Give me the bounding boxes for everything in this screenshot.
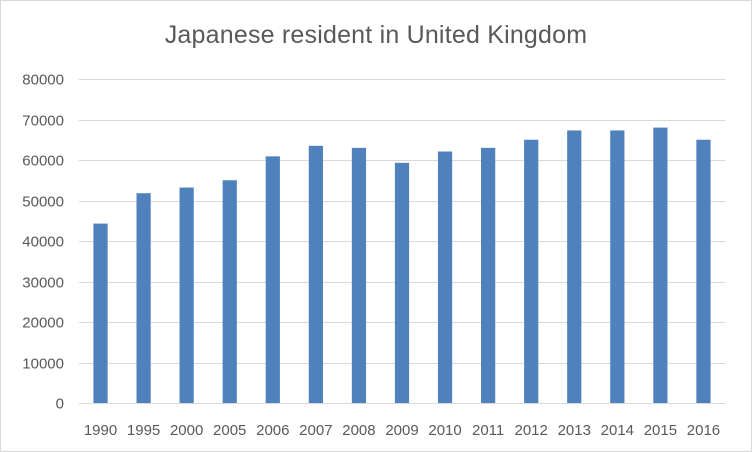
bar bbox=[653, 127, 668, 403]
y-tick-label: 0 bbox=[56, 396, 64, 413]
x-tick-label: 2014 bbox=[601, 422, 634, 439]
x-tick-label: 2009 bbox=[385, 422, 418, 439]
x-tick-label: 2007 bbox=[299, 422, 332, 439]
y-tick-label: 50000 bbox=[22, 194, 64, 211]
x-tick-label: 2010 bbox=[428, 422, 461, 439]
bar bbox=[437, 151, 453, 403]
y-tick-label: 10000 bbox=[22, 356, 64, 373]
bar bbox=[394, 162, 410, 403]
y-tick-label: 30000 bbox=[22, 275, 64, 292]
chart-title: Japanese resident in United Kingdom bbox=[164, 21, 588, 49]
y-tick-label: 20000 bbox=[22, 315, 64, 332]
y-tick-label: 40000 bbox=[22, 234, 64, 251]
x-tick-label: 1990 bbox=[84, 422, 117, 439]
bar bbox=[265, 156, 280, 403]
y-tick-label: 60000 bbox=[22, 153, 64, 170]
bar bbox=[481, 147, 496, 403]
bar bbox=[93, 223, 108, 403]
bar bbox=[524, 139, 539, 403]
x-tick-label: 2011 bbox=[472, 422, 504, 439]
bar bbox=[179, 187, 194, 403]
x-tick-label: 2006 bbox=[256, 422, 289, 439]
bar bbox=[222, 180, 237, 403]
x-tick-label: 2008 bbox=[342, 422, 375, 439]
x-tick-label: 1995 bbox=[127, 422, 160, 439]
x-tick-label: 2015 bbox=[644, 422, 677, 439]
x-tick-label: 2005 bbox=[213, 422, 246, 439]
bar bbox=[308, 145, 323, 403]
bar bbox=[696, 139, 711, 403]
x-tick-label: 2012 bbox=[515, 422, 548, 439]
x-tick-label: 2000 bbox=[170, 422, 203, 439]
y-tick-label: 70000 bbox=[22, 113, 64, 130]
bar bbox=[567, 130, 582, 403]
bar bbox=[610, 130, 625, 403]
bar bbox=[351, 147, 367, 403]
bar bbox=[136, 193, 151, 403]
x-tick-label: 2016 bbox=[687, 422, 720, 439]
y-tick-label: 80000 bbox=[22, 72, 64, 89]
x-tick-label: 2013 bbox=[558, 422, 591, 439]
